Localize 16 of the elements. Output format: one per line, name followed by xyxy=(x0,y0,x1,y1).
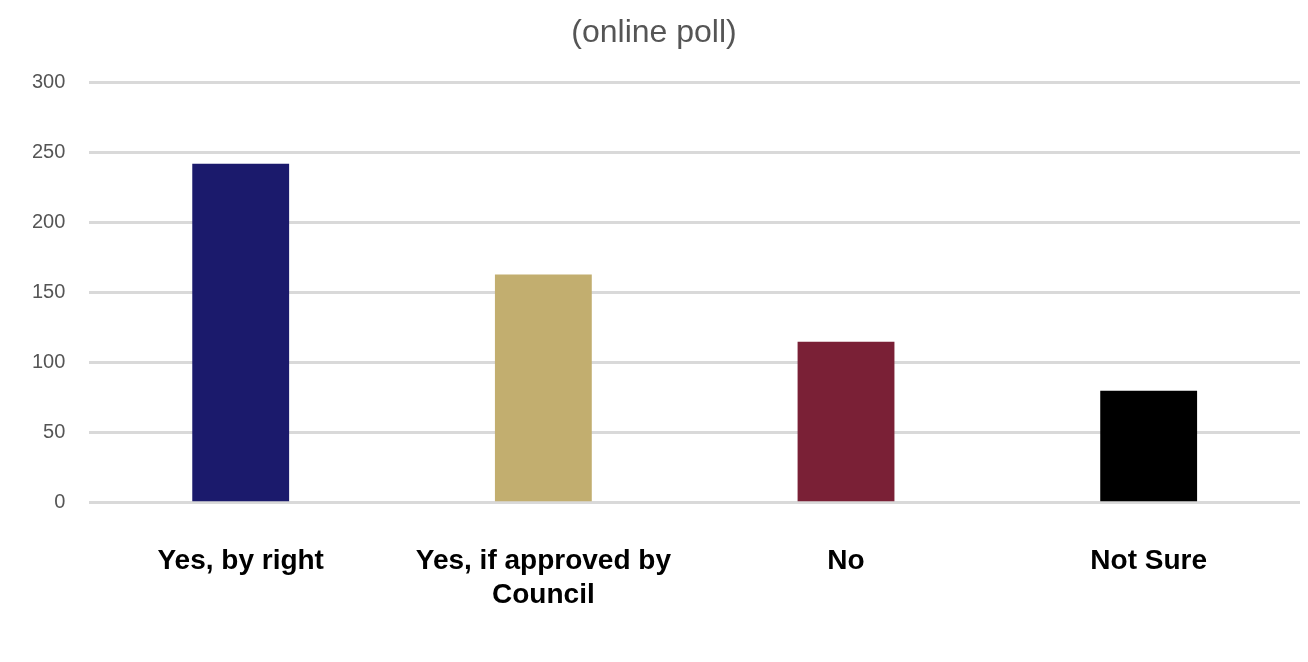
bar xyxy=(192,163,290,502)
y-tick-label: 150 xyxy=(31,280,66,303)
y-tick-label: 50 xyxy=(43,420,66,443)
y-tick-label: 200 xyxy=(31,210,66,233)
y-tick-label: 0 xyxy=(54,490,66,513)
x-tick-label: Not Sure xyxy=(1090,544,1208,576)
chart-title: (online poll) xyxy=(571,13,737,50)
x-tick-label: No xyxy=(827,544,865,576)
bar xyxy=(1100,390,1198,502)
x-tick-label: Yes, by right xyxy=(157,544,324,576)
x-tick-label: Yes, if approved by Council xyxy=(415,544,672,609)
y-tick-label: 250 xyxy=(31,139,66,162)
y-tick-label: 100 xyxy=(31,350,66,373)
y-tick-label: 300 xyxy=(31,69,66,92)
bar xyxy=(797,341,895,502)
bar xyxy=(494,274,592,502)
